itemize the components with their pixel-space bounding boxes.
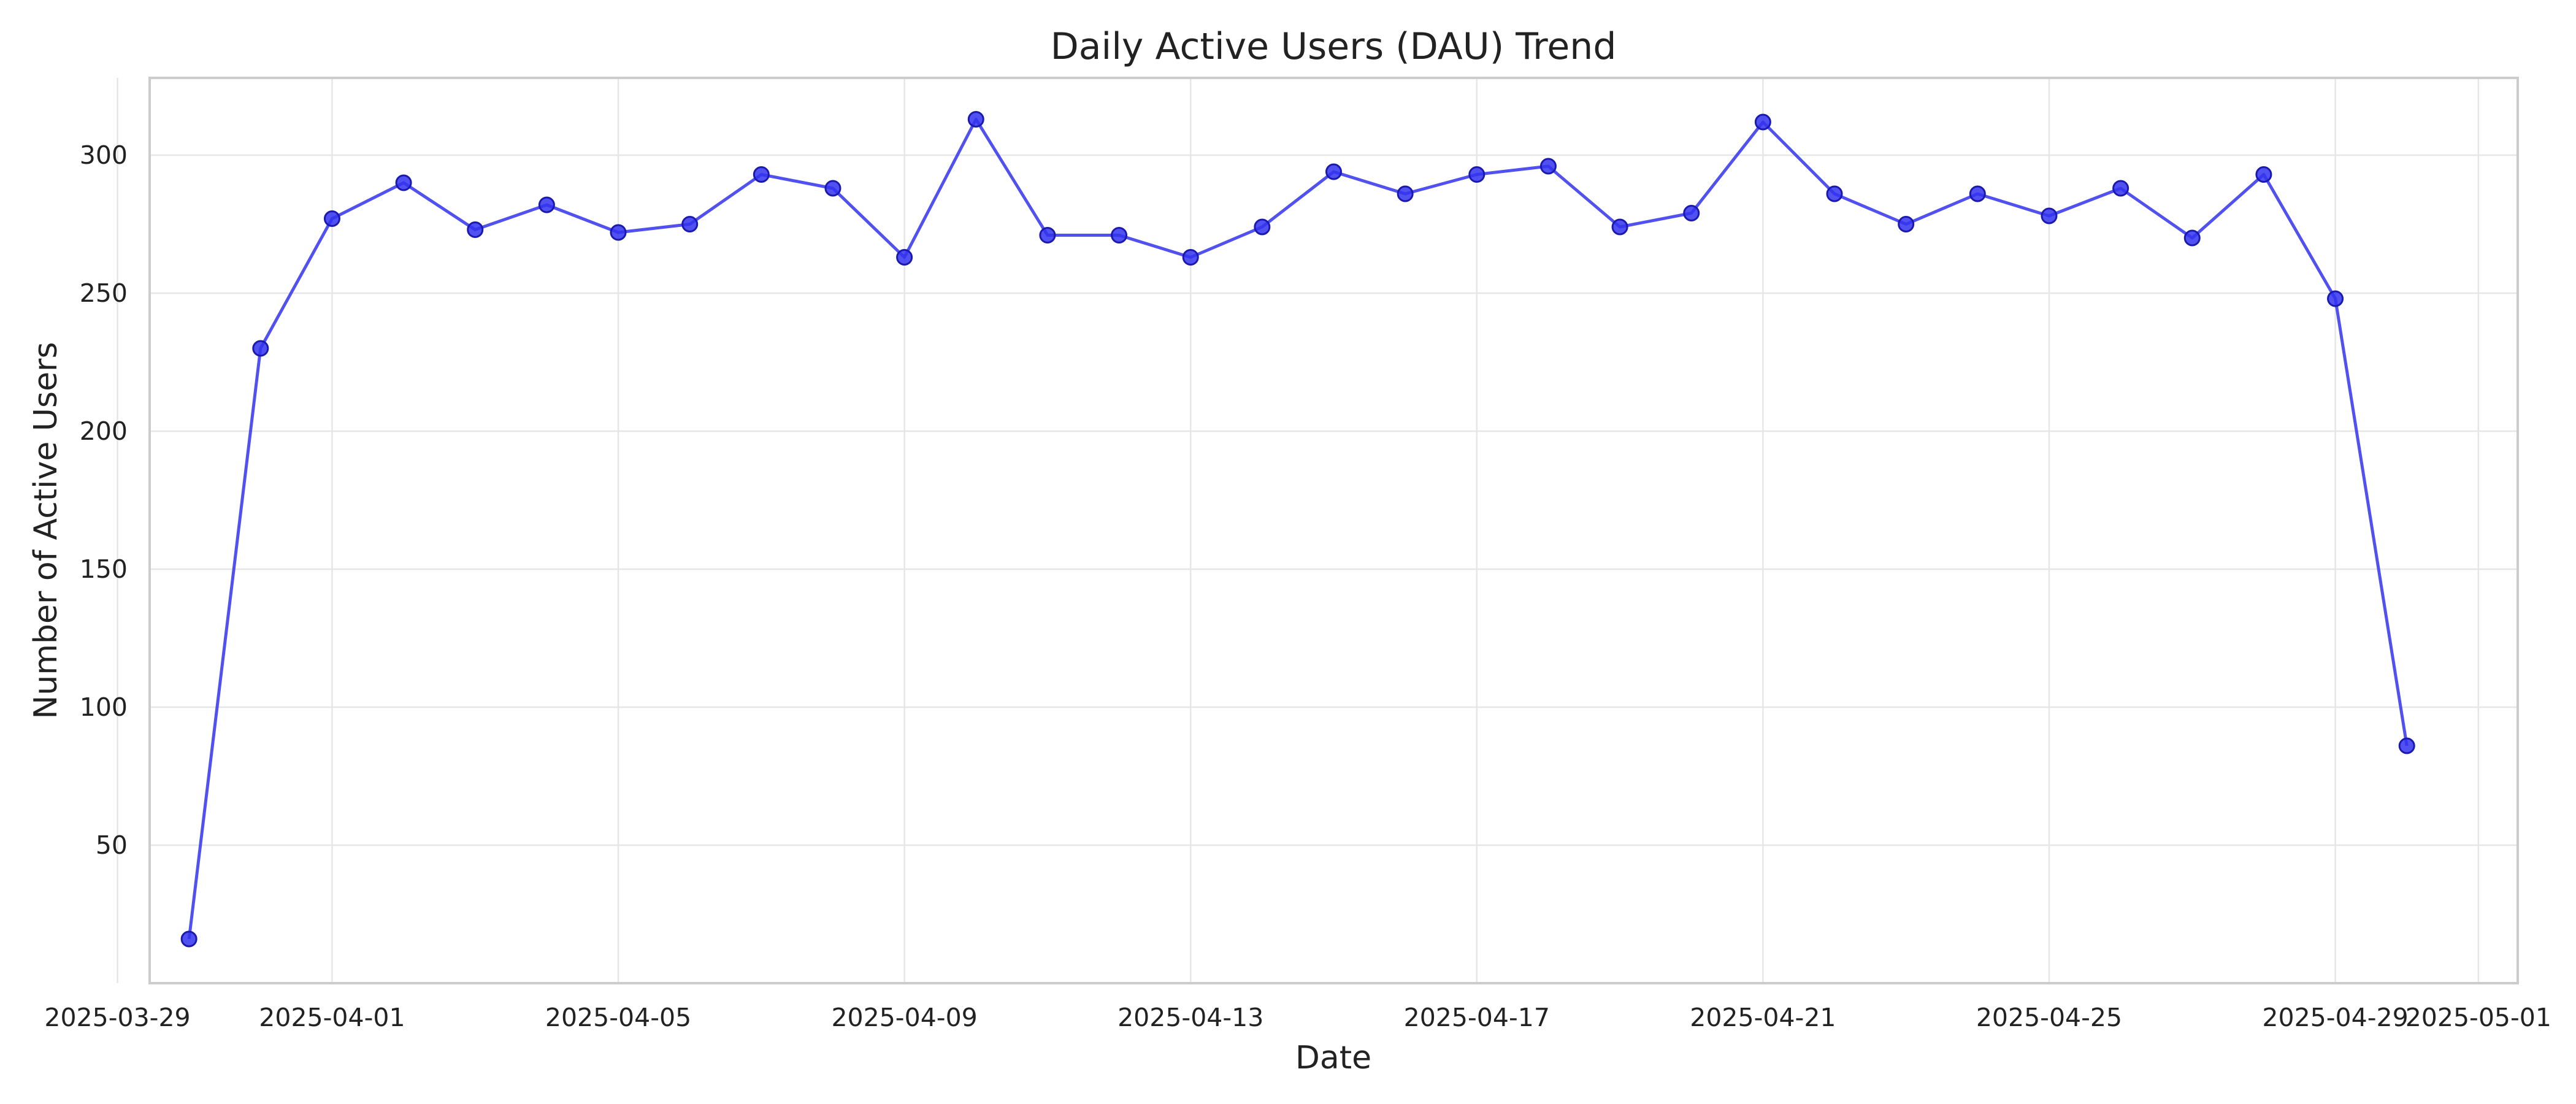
grid [117, 78, 2518, 983]
data-point [1397, 185, 1414, 202]
y-axis-label: Number of Active Users [28, 342, 64, 719]
data-point [1254, 218, 1271, 236]
x-tick-label: 2025-04-25 [1976, 1003, 2122, 1032]
data-point [1111, 227, 1128, 243]
data-point [2041, 207, 2058, 224]
data-point [824, 180, 841, 197]
data-point [896, 249, 913, 266]
x-tick-label: 2025-04-21 [1690, 1003, 1836, 1032]
data-point [1468, 166, 1485, 183]
data-point [1898, 216, 1915, 232]
tick-labels: 50 100 150 200 250 300 2025-03-29 2025-04-01 202… [44, 140, 2551, 1032]
data-point [467, 221, 484, 238]
data-point [1611, 218, 1628, 236]
x-tick-label: 2025-03-29 [44, 1003, 190, 1032]
data-point [753, 166, 770, 183]
data-point [1539, 158, 1557, 175]
chart-title: Daily Active Users (DAU) Trend [1051, 25, 1617, 68]
x-tick-label: 2025-04-13 [1117, 1003, 1263, 1032]
data-point [2183, 229, 2201, 247]
data-point [2398, 737, 2415, 754]
plot-frame [148, 77, 2519, 984]
data-point [323, 210, 340, 227]
data-point [1039, 227, 1056, 243]
data-point [2327, 290, 2344, 307]
x-tick-label: 2025-04-05 [545, 1003, 691, 1032]
x-axis-label: Date [1295, 1040, 1371, 1076]
data-point [538, 196, 555, 213]
data-point [681, 216, 699, 232]
data-point [2112, 180, 2129, 197]
data-point [180, 930, 197, 948]
x-tick-label: 2025-04-09 [831, 1003, 977, 1032]
y-tick-label: 250 [80, 278, 128, 308]
x-tick-label: 2025-04-01 [259, 1003, 405, 1032]
data-point [1683, 205, 1700, 221]
data-point [1182, 249, 1199, 266]
data-point [1754, 113, 1771, 131]
data-point [610, 224, 627, 241]
data-point [1826, 185, 1843, 202]
y-tick-label: 300 [80, 140, 128, 170]
series-line [187, 118, 2409, 940]
data-point [395, 174, 412, 191]
y-tick-label: 200 [80, 416, 128, 446]
y-tick-label: 50 [96, 830, 128, 860]
data-point [1325, 163, 1342, 180]
data-point [2255, 166, 2272, 183]
x-tick-label: 2025-04-17 [1404, 1003, 1550, 1032]
data-point [252, 340, 269, 357]
series-layer [180, 111, 2415, 948]
y-tick-label: 150 [80, 554, 128, 584]
x-tick-label: 2025-05-01 [2405, 1003, 2551, 1032]
y-tick-label: 100 [80, 692, 128, 722]
data-point [1969, 185, 1986, 202]
x-tick-label: 2025-04-29 [2262, 1003, 2408, 1032]
data-point [967, 111, 984, 128]
